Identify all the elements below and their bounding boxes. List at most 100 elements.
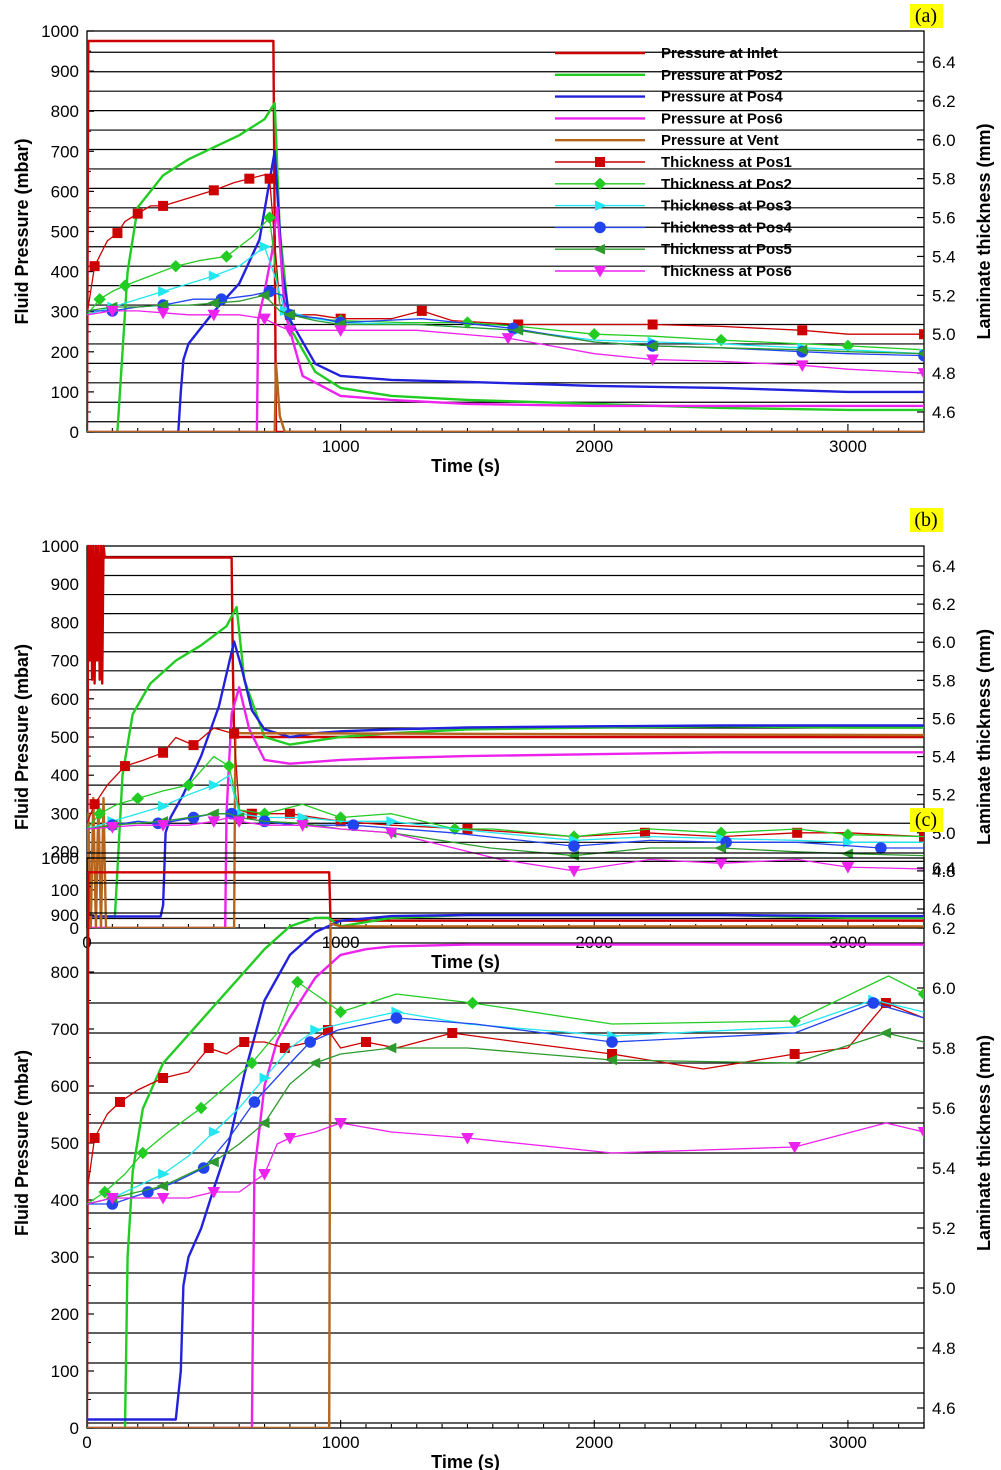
data-point <box>386 816 399 827</box>
y-tick-label: 1000 <box>41 22 79 41</box>
data-point <box>875 842 887 854</box>
data-point <box>229 728 240 739</box>
data-point <box>106 822 119 834</box>
data-point <box>158 200 169 211</box>
y2-tick-label: 6.2 <box>932 595 956 614</box>
data-point <box>158 286 170 297</box>
data-point <box>296 820 309 832</box>
y2-tick-label: 4.6 <box>932 900 956 919</box>
data-point <box>792 827 803 838</box>
data-point <box>158 747 169 758</box>
panel-label: (c) <box>915 809 937 831</box>
legend-marker <box>595 200 607 211</box>
data-point <box>461 316 474 329</box>
data-point <box>246 808 257 819</box>
series <box>123 913 924 1428</box>
y-tick-label: 600 <box>51 182 79 201</box>
series-line <box>87 544 924 928</box>
data-point <box>120 761 131 772</box>
data-point <box>203 1043 214 1053</box>
data-point <box>207 297 219 309</box>
y-tick-label: 800 <box>51 102 79 121</box>
data-point <box>511 325 524 336</box>
y2-tick-label: 5.8 <box>932 1039 956 1058</box>
data-point <box>795 344 808 356</box>
data-point <box>714 333 728 347</box>
legend-label: Thickness at Pos3 <box>661 198 792 215</box>
data-point <box>257 1117 270 1129</box>
series-line <box>87 1032 924 1205</box>
data-point <box>106 1193 119 1205</box>
chart-panel: 0 100 200 300 400 500 600 700 800 900 1000 4.6 4.8 5.… <box>12 4 994 476</box>
data-point <box>390 1012 403 1024</box>
series-line <box>87 871 924 1428</box>
y2-tick-label: 6.4 <box>932 859 956 878</box>
legend-label: Thickness at Pos4 <box>661 219 793 236</box>
data-point <box>169 259 182 273</box>
data-point <box>461 1133 474 1145</box>
data-point <box>244 173 255 184</box>
legend: Pressure at Inlet Pressure at Pos2 Pressur… <box>555 45 793 280</box>
y-tick-label: 200 <box>51 343 79 362</box>
data-point <box>347 819 360 831</box>
legend-label: Pressure at Inlet <box>661 45 778 62</box>
series <box>87 975 924 1205</box>
series <box>87 913 924 1421</box>
panel-label-highlight <box>910 508 943 532</box>
series <box>87 922 924 1428</box>
data-point <box>917 368 924 380</box>
y-tick-label: 1000 <box>41 849 79 868</box>
data-point <box>264 173 275 184</box>
x-tick-label: 0 <box>82 1433 91 1452</box>
y-tick-label: 900 <box>51 575 79 594</box>
y-tick-label: 100 <box>51 881 79 900</box>
data-point <box>194 1101 208 1115</box>
y-tick-label: 500 <box>51 223 79 242</box>
data-point <box>334 1118 347 1130</box>
y-tick-label: 900 <box>51 62 79 81</box>
y-tick-label: 800 <box>51 963 79 982</box>
data-point <box>334 811 347 824</box>
data-point <box>89 1133 100 1143</box>
legend-label: Thickness at Pos1 <box>661 154 792 171</box>
series-line <box>177 150 924 432</box>
data-point <box>919 329 924 340</box>
x-tick-label: 2000 <box>575 1433 613 1452</box>
data-point <box>447 1028 458 1038</box>
chart-panel: 0 100 200 300 400 500 600 700 800 900 1000 4.6 4.8 5.… <box>12 508 994 972</box>
series-line <box>87 1002 924 1205</box>
series <box>87 943 924 1428</box>
data-point <box>207 1187 221 1199</box>
series-line <box>87 975 924 1205</box>
legend-marker <box>593 177 607 191</box>
y-tick-label: 1000 <box>41 537 79 556</box>
data-point <box>795 360 809 372</box>
series-line <box>87 640 924 918</box>
data-point <box>384 1042 397 1054</box>
data-point <box>879 1027 891 1039</box>
y-tick-label: 300 <box>51 1248 79 1267</box>
series-line <box>87 943 924 1428</box>
y2-tick-label: 5.4 <box>932 748 956 767</box>
data-point <box>118 279 132 292</box>
series <box>87 173 924 340</box>
data-point <box>188 740 199 751</box>
data-point <box>158 1073 169 1083</box>
data-point <box>182 778 195 792</box>
data-point <box>304 1036 317 1048</box>
series <box>87 1118 924 1205</box>
data-point <box>222 759 236 773</box>
data-point <box>136 1146 150 1160</box>
legend-label: Pressure at Pos6 <box>661 110 783 127</box>
data-point <box>588 328 601 341</box>
y-tick-label: 300 <box>51 303 79 322</box>
y-tick-label: 700 <box>51 652 79 671</box>
series <box>116 101 924 432</box>
y-tick-label: 0 <box>70 423 79 442</box>
y2-tick-label: 5.0 <box>932 325 956 344</box>
series <box>87 871 924 1428</box>
series <box>87 605 924 918</box>
y-tick-label: 100 <box>51 383 79 402</box>
y2-tick-label: 5.6 <box>932 709 956 728</box>
series <box>87 362 924 432</box>
